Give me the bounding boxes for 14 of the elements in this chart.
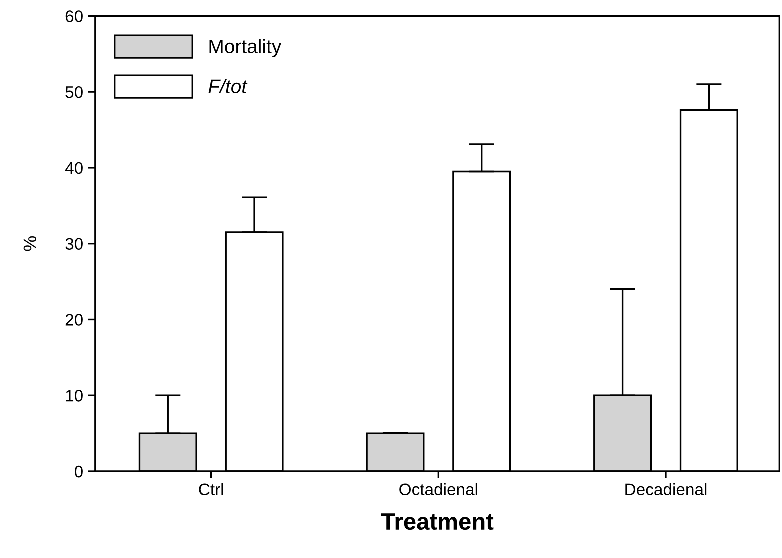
y-tick-label: 40: [65, 162, 83, 174]
legend-label: Mortality: [210, 39, 282, 58]
x-tick-label: Ctrl: [199, 483, 224, 496]
x-tick-label: Octadienal: [400, 483, 478, 496]
x-axis-title: Treatment: [381, 514, 494, 530]
legend-label: F/tot: [208, 79, 248, 94]
y-tick-label: 10: [66, 390, 83, 402]
y-tick-label: 20: [66, 314, 83, 326]
y-tick-label: 50: [66, 86, 83, 98]
y-axis-title: %: [24, 236, 36, 252]
y-tick-label: 0: [74, 466, 83, 478]
y-tick-label: 30: [66, 238, 83, 250]
y-tick-label: 60: [66, 10, 83, 22]
x-tick-label: Decadienal: [626, 483, 707, 496]
